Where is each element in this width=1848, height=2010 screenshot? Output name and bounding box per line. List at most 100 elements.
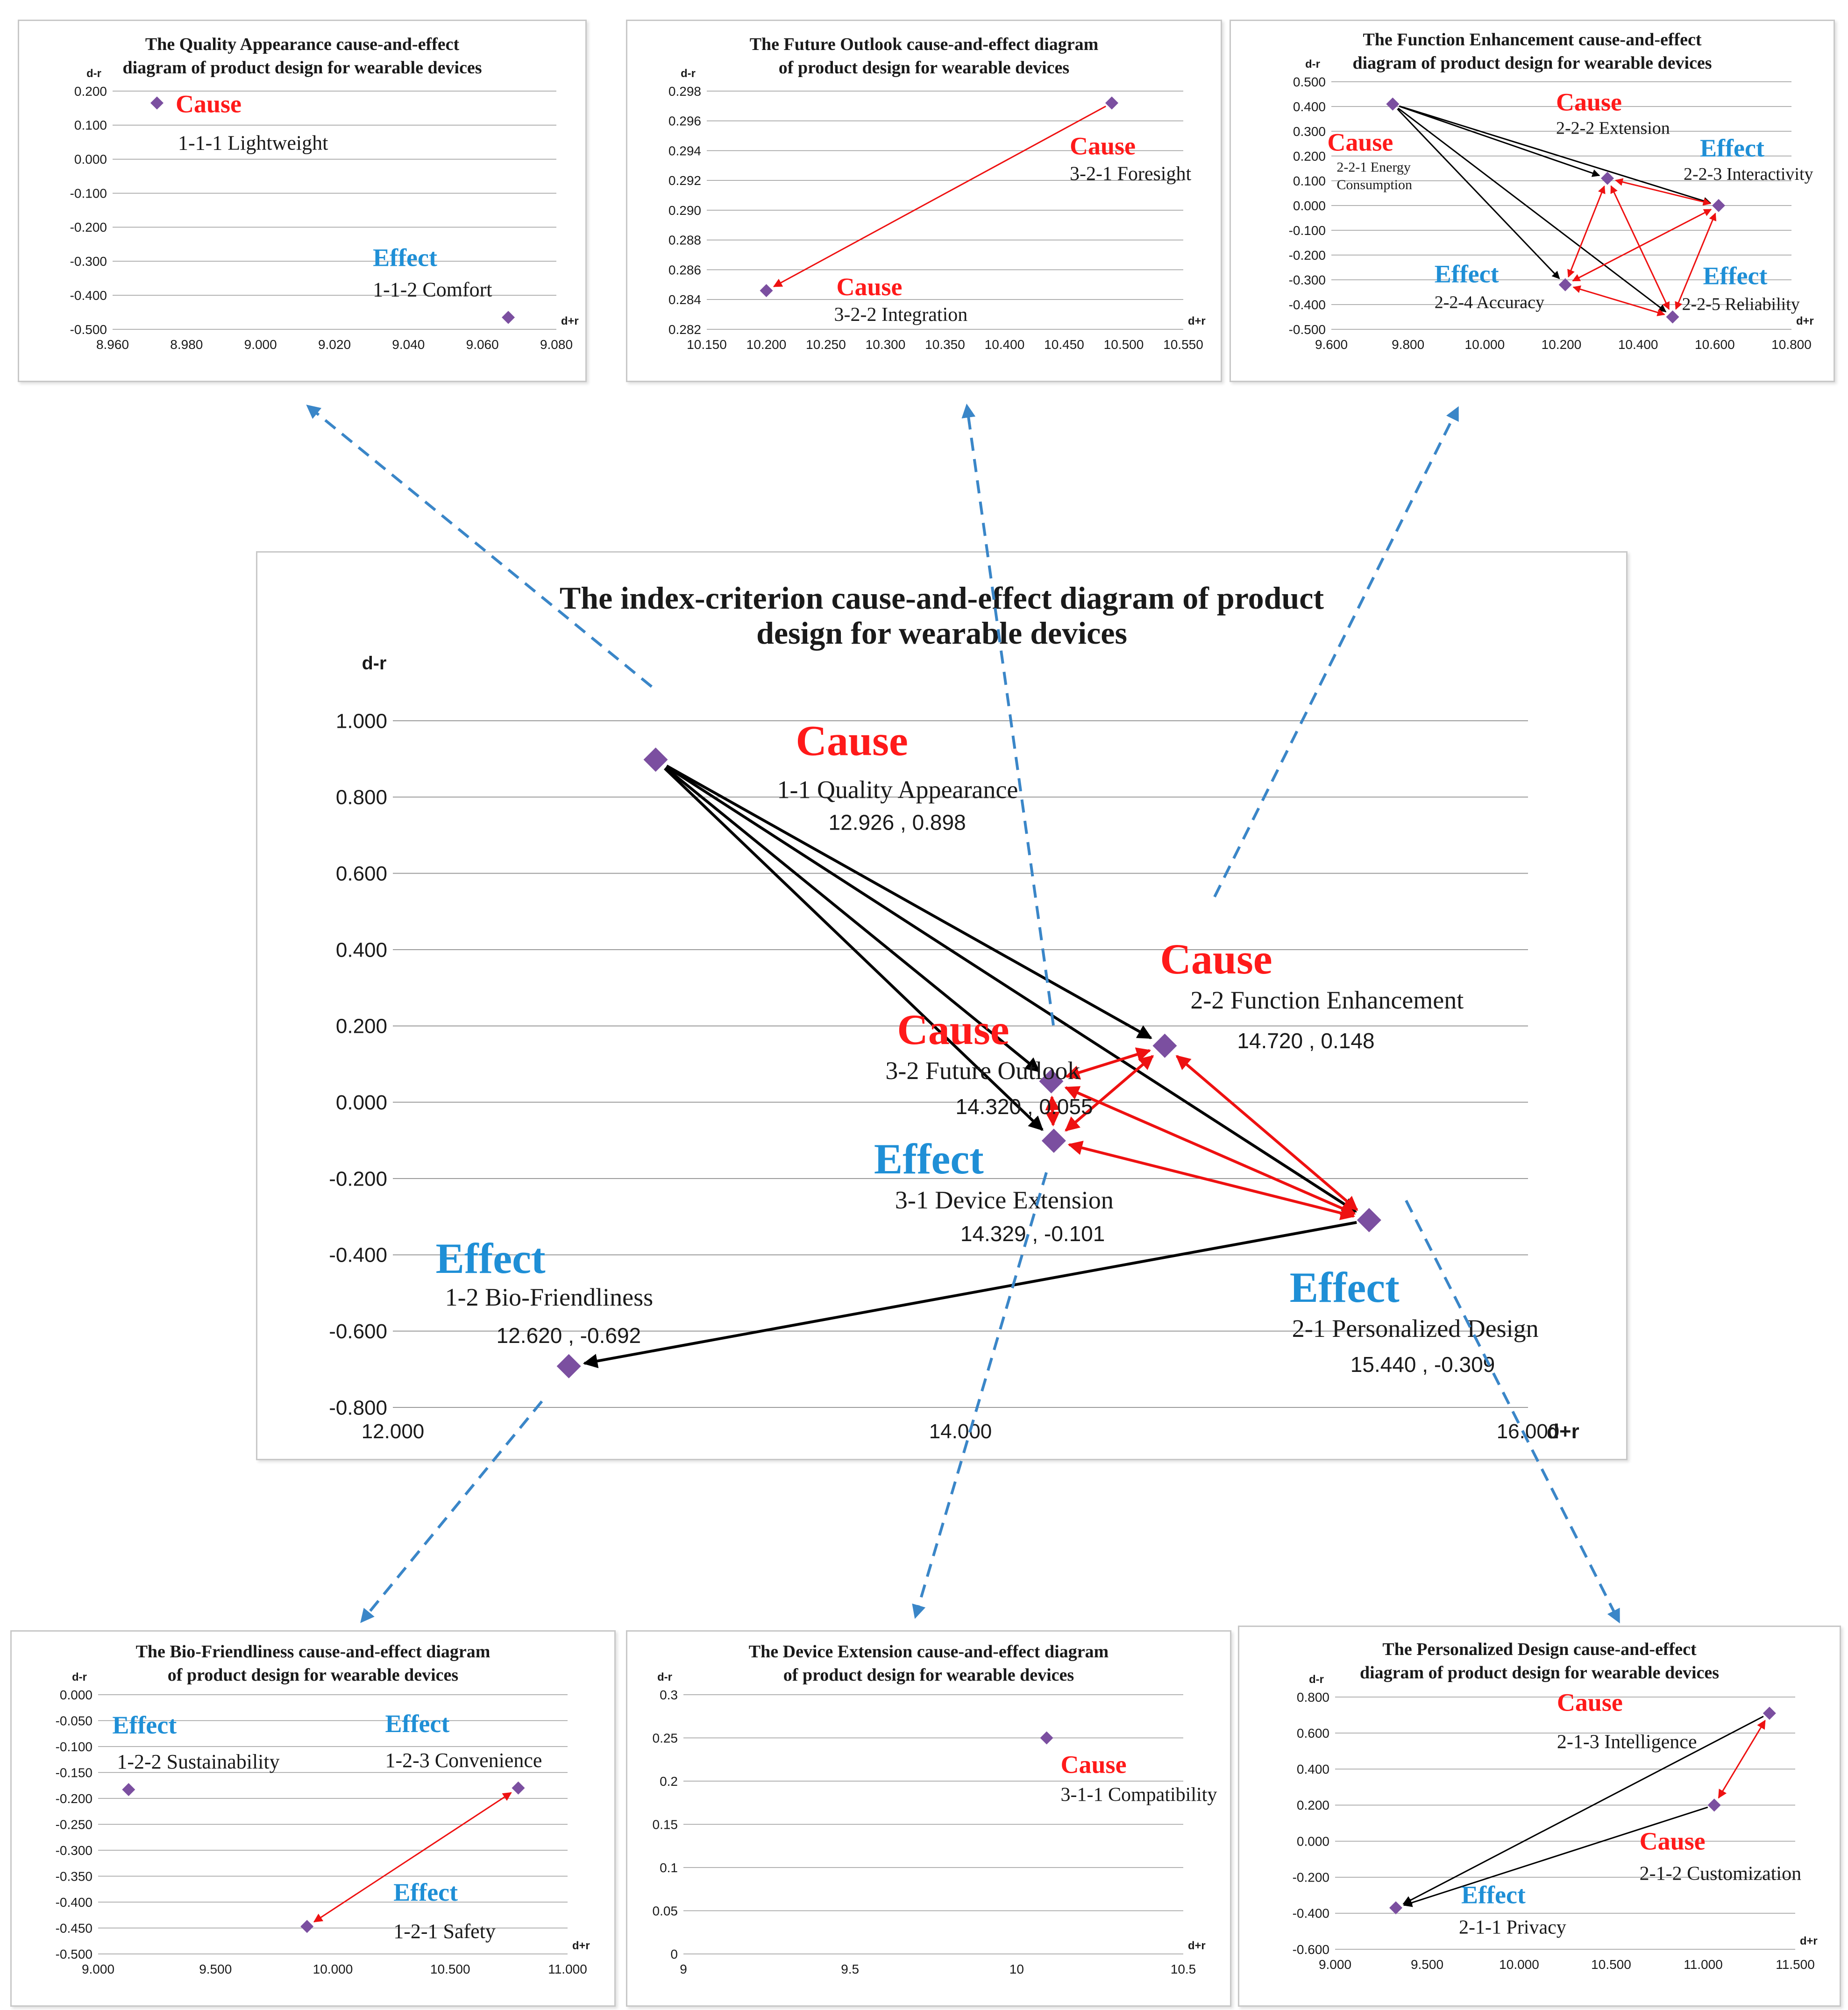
dashed-connector-to-function — [1213, 406, 1459, 898]
point-2-1-3 — [1763, 1706, 1776, 1720]
y-tick-label: 0.298 — [668, 84, 701, 99]
function-enhancement-chart-panel: The Function Enhancement cause-and-effec… — [1230, 20, 1835, 382]
y-axis-label: d-r — [1309, 1673, 1324, 1686]
chart-title: diagram of product design for wearable d… — [1352, 53, 1712, 73]
x-tick-label: 10.500 — [1591, 1957, 1631, 1972]
y-tick-label: -0.400 — [1293, 1906, 1329, 1921]
y-tick-label: 0.100 — [74, 118, 107, 133]
x-tick-label: 9.020 — [318, 337, 351, 352]
x-tick-label: 9.500 — [1411, 1957, 1443, 1972]
dashed-connector-to-personal — [1405, 1200, 1620, 1624]
y-tick-label: 0.200 — [336, 1015, 387, 1038]
cause-tag-2-1-3: Cause — [1557, 1689, 1623, 1717]
x-tick-label: 9.600 — [1315, 337, 1348, 352]
effect-tag-2-1-1: Effect — [1461, 1881, 1526, 1909]
dashed-connector-to-future — [961, 404, 1055, 1026]
arrow-3-2-1-to-3-2-2 — [773, 106, 1106, 287]
point-2-2 — [1152, 1033, 1177, 1058]
y-tick-label: 0.282 — [668, 322, 701, 337]
point-label-2-2-5: 2-2-5 Reliability — [1682, 295, 1800, 314]
effect-tag-1-2-1: Effect — [393, 1878, 458, 1906]
y-tick-label: -0.250 — [56, 1817, 92, 1832]
y-tick-label: -0.400 — [70, 288, 107, 303]
cause-tag-1-1-1: Cause — [176, 90, 242, 118]
x-tick-label: 10.000 — [313, 1962, 353, 1976]
point-coord-1-2: 12.620 , -0.692 — [497, 1323, 641, 1348]
point-3-2-1 — [1105, 96, 1118, 110]
y-axis-label: d-r — [1305, 58, 1320, 71]
y-tick-label: 0.25 — [653, 1731, 678, 1745]
effect-tag-2-2-4: Effect — [1435, 260, 1499, 288]
x-axis-label: d+r — [1547, 1420, 1579, 1443]
x-tick-label: 9.080 — [540, 337, 573, 352]
y-tick-label: 0.200 — [1293, 149, 1326, 163]
chart-title: diagram of product design for wearable d… — [122, 58, 482, 78]
arrow-2-1-to-1-2 — [583, 1221, 1357, 1369]
arrow-2-1-2-to-2-1-1 — [1403, 1806, 1708, 1907]
arrow-2-2-1-to-2-2-2 — [1399, 106, 1600, 177]
chart-title: The Personalized Design cause-and-effect — [1382, 1640, 1697, 1659]
x-axis-label: d+r — [1800, 1935, 1818, 1947]
y-tick-label: -0.200 — [70, 220, 107, 234]
y-tick-label: -0.500 — [1289, 322, 1326, 337]
y-tick-label: -0.200 — [56, 1791, 92, 1806]
point-2-2-3 — [1712, 199, 1726, 212]
point-2-1 — [1357, 1208, 1381, 1233]
y-tick-label: -0.300 — [56, 1843, 92, 1858]
point-label-1-1-1: 1-1-1 Lightweight — [178, 132, 328, 155]
x-tick-label: 9 — [680, 1962, 687, 1976]
personalized-design-chart-panel: The Personalized Design cause-and-effect… — [1238, 1626, 1841, 2007]
point-2-2-5 — [1666, 310, 1679, 324]
x-axis-label: d+r — [561, 315, 579, 327]
point-label-2-1-1: 2-1-1 Privacy — [1459, 1917, 1566, 1938]
y-tick-label: -0.200 — [329, 1167, 387, 1190]
point-3-1 — [1041, 1129, 1066, 1153]
x-tick-label: 10.400 — [1618, 337, 1658, 352]
y-axis-label: d-r — [86, 67, 101, 80]
y-tick-label: -0.400 — [1289, 298, 1326, 312]
y-tick-label: -0.400 — [56, 1895, 92, 1910]
chart-title: The Function Enhancement cause-and-effec… — [1363, 30, 1701, 50]
x-tick-label: 9.500 — [199, 1962, 232, 1976]
y-tick-label: -0.600 — [1293, 1942, 1329, 1957]
cause-tag-3-2-2: Cause — [837, 273, 903, 301]
y-tick-label: 0.400 — [336, 938, 387, 961]
dashed-connector-to-device — [912, 1172, 1048, 1619]
quality-appearance-chart-panel: The Quality Appearance cause-and-effect d… — [18, 20, 587, 382]
x-tick-label: 9.800 — [1392, 337, 1424, 352]
point-label-2-2-1: Consumption — [1336, 177, 1412, 192]
quality-appearance-chart: The Quality Appearance cause-and-effect d… — [70, 35, 579, 352]
x-tick-label: 10.250 — [806, 337, 846, 352]
y-tick-label: 0.600 — [1297, 1726, 1329, 1740]
point-label-2-2-4: 2-2-4 Accuracy — [1435, 293, 1544, 313]
y-tick-label: 0.200 — [74, 84, 107, 99]
cause-tag-2-1-2: Cause — [1640, 1827, 1706, 1855]
x-tick-label: 8.960 — [96, 337, 129, 352]
y-tick-label: 1.000 — [336, 710, 387, 732]
arrow-3-1-to-2-1 — [1067, 1141, 1356, 1221]
point-label-3-2-2: 3-2-2 Integration — [834, 304, 968, 326]
y-tick-label: 0.200 — [1297, 1798, 1329, 1812]
point-label-1-2-2: 1-2-2 Sustainability — [117, 1750, 279, 1773]
chart-title: The Quality Appearance cause-and-effect — [145, 35, 460, 54]
chart-title: design for wearable devices — [756, 615, 1127, 651]
x-axis-label: d+r — [572, 1939, 590, 1952]
x-axis-label: d+r — [1188, 315, 1206, 327]
point-label-1-2-3: 1-2-3 Convenience — [385, 1749, 542, 1772]
device-extension-chart: The Device Extension cause-and-effect di… — [653, 1642, 1217, 1976]
y-tick-label: -0.200 — [1289, 248, 1326, 263]
future-outlook-chart: The Future Outlook cause-and-effect diag… — [668, 35, 1206, 352]
bio-friendliness-chart: The Bio-Friendliness cause-and-effect di… — [56, 1642, 590, 1976]
point-label-3-1-1: 3-1-1 Compatibility — [1061, 1784, 1217, 1806]
x-tick-label: 10 — [1009, 1962, 1024, 1976]
point-3-2-2 — [760, 284, 773, 298]
x-tick-label: 10.5 — [1171, 1962, 1196, 1976]
arrow-2-2-4-to-2-2-5 — [1572, 285, 1665, 316]
point-coord-1-1: 12.926 , 0.898 — [829, 810, 966, 834]
y-axis-label: d-r — [72, 1671, 87, 1683]
y-tick-label: -0.150 — [56, 1765, 92, 1780]
y-tick-label: 0.800 — [336, 786, 387, 809]
y-tick-label: 0.400 — [1293, 99, 1326, 114]
index-criterion-chart: The index-criterion cause-and-effect dia… — [329, 580, 1579, 1443]
y-tick-label: 0.600 — [336, 862, 387, 885]
